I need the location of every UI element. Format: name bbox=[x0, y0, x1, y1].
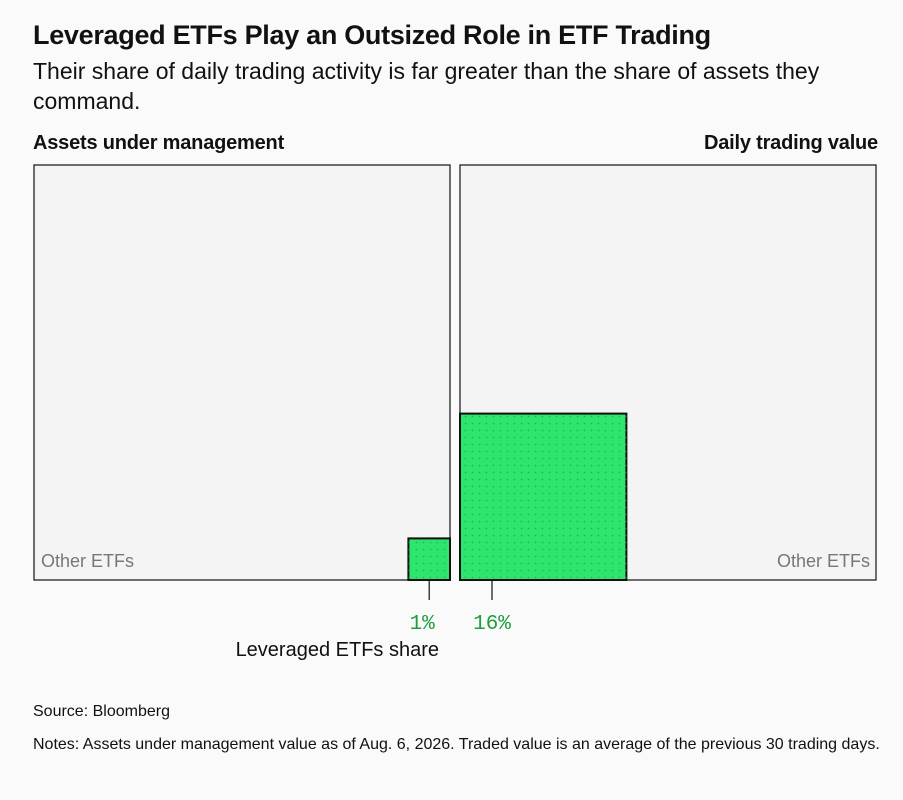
left-value-label: 1% bbox=[410, 613, 436, 636]
right-panel-label: Daily trading value bbox=[703, 132, 878, 154]
right-leveraged-square-texture bbox=[460, 413, 627, 580]
left-leveraged-square-texture bbox=[408, 538, 450, 580]
right-other-etfs-label: Other ETFs bbox=[777, 551, 870, 571]
chart-subtitle: Their share of daily trading activity is… bbox=[33, 58, 820, 114]
leveraged-share-label: Leveraged ETFs share bbox=[236, 639, 439, 661]
right-value-label: 16% bbox=[473, 613, 511, 636]
square-comparison-chart: Other ETFs Other ETFs 1% 16% Leveraged E… bbox=[33, 164, 877, 661]
source-note: Source: Bloomberg bbox=[33, 703, 170, 720]
left-panel-other-etfs bbox=[33, 164, 451, 581]
notes: Notes: Assets under management value as … bbox=[33, 736, 880, 753]
left-panel-label: Assets under management bbox=[33, 132, 285, 154]
left-other-etfs-label: Other ETFs bbox=[41, 551, 134, 571]
chart-title: Leveraged ETFs Play an Outsized Role in … bbox=[33, 20, 711, 50]
